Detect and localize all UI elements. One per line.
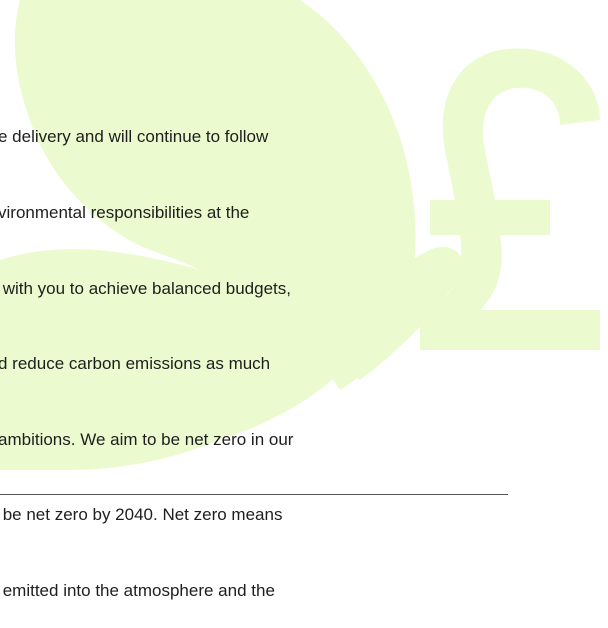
text-line: emitted into the atmosphere and the [0,578,293,603]
text-line: ambitions. We aim to be net zero in our [0,427,293,452]
text-line: d reduce carbon emissions as much [0,351,293,376]
body-text: e delivery and will continue to follow v… [0,74,293,628]
text-line: with you to achieve balanced budgets, [0,276,293,301]
divider [0,494,508,495]
text-line: vironmental responsibilities at the [0,200,293,225]
page: {"paragraph": {"lines": [ "e delivery an… [0,0,608,530]
text-line: e delivery and will continue to follow [0,124,293,149]
text-line: be net zero by 2040. Net zero means [0,502,293,527]
